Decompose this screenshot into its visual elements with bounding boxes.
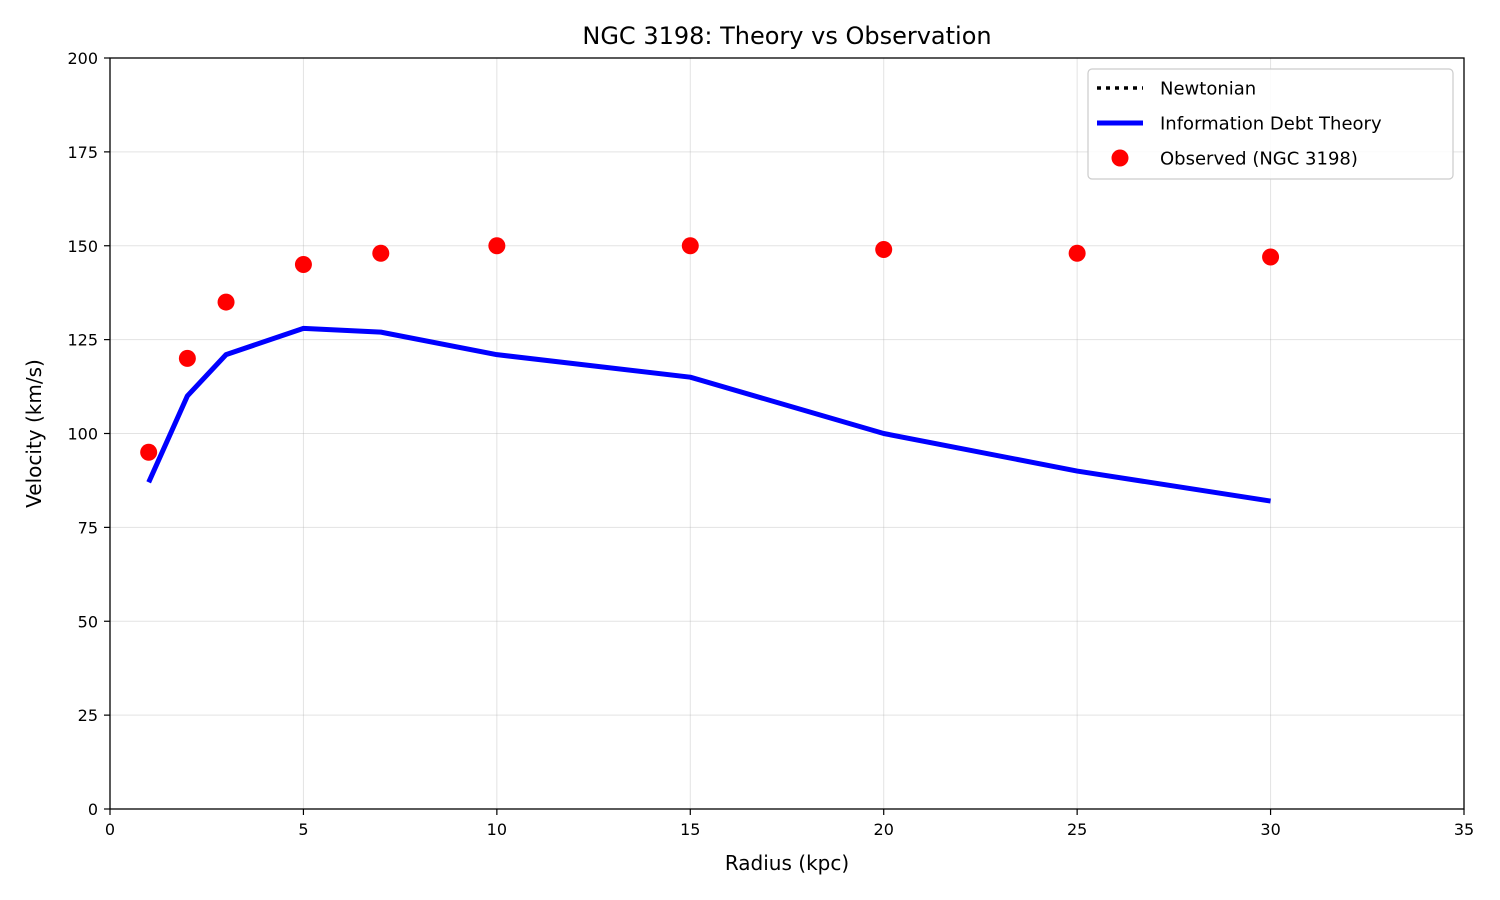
y-axis-title: Velocity (km/s) xyxy=(22,359,46,508)
legend-label: Observed (NGC 3198) xyxy=(1160,149,1358,170)
y-tick-label: 75 xyxy=(78,518,98,537)
observed-point xyxy=(1262,248,1280,266)
chart-title: NGC 3198: Theory vs Observation xyxy=(582,22,991,50)
x-tick-label: 10 xyxy=(487,820,507,839)
observed-point xyxy=(1068,244,1086,262)
observed-point xyxy=(294,256,312,274)
y-tick-label: 100 xyxy=(67,425,98,444)
series-line-1 xyxy=(146,325,1271,504)
y-tick-label: 25 xyxy=(78,706,98,725)
y-tick-label: 50 xyxy=(78,612,98,631)
x-tick-label: 15 xyxy=(680,820,700,839)
legend-item: Newtonian xyxy=(1097,79,1256,100)
legend-item: Observed (NGC 3198) xyxy=(1111,149,1358,170)
x-tick-label: 5 xyxy=(298,820,308,839)
axes-ticks: 0 5 10 15 20 25 30 35 0 25 50 75 100 125 150 175 200 xyxy=(67,49,1474,839)
observed-point xyxy=(372,244,390,262)
x-axis-title: Radius (kpc) xyxy=(725,851,849,875)
legend: Newtonian Information Debt Theory Observed… xyxy=(1087,68,1454,180)
observed-point xyxy=(875,241,893,259)
x-tick-label: 35 xyxy=(1454,820,1474,839)
observed-point xyxy=(488,237,506,255)
y-tick-label: 0 xyxy=(88,800,98,819)
x-tick-label: 0 xyxy=(105,820,115,839)
legend-item: Information Debt Theory xyxy=(1097,114,1382,135)
x-tick-label: 20 xyxy=(874,820,894,839)
x-tick-label: 25 xyxy=(1067,820,1087,839)
observed-point xyxy=(681,237,699,255)
observed-point xyxy=(178,349,196,367)
y-tick-label: 125 xyxy=(67,331,98,350)
legend-items: Newtonian Information Debt Theory Observed… xyxy=(1097,79,1382,170)
legend-label: Information Debt Theory xyxy=(1160,114,1382,135)
observed-point xyxy=(217,293,235,311)
y-tick-label: 150 xyxy=(67,237,98,256)
series-layer xyxy=(140,237,1280,504)
x-tick-label: 30 xyxy=(1260,820,1280,839)
legend-box xyxy=(1087,68,1454,180)
legend-marker xyxy=(1111,149,1129,167)
y-tick-label: 175 xyxy=(67,143,98,162)
observed-point xyxy=(140,443,158,461)
y-tick-label: 200 xyxy=(67,49,98,68)
legend-label: Newtonian xyxy=(1160,79,1256,100)
